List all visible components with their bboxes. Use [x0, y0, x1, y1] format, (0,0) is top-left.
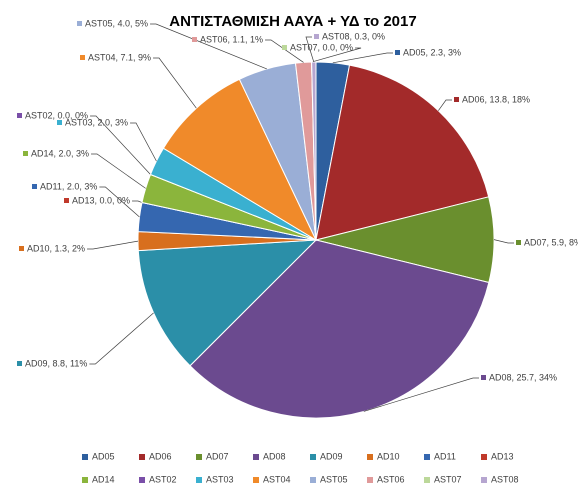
data-label: AD10, 1.3, 2% [27, 243, 85, 253]
legend-label: AST08 [491, 474, 519, 484]
label-marker [64, 198, 69, 203]
leader-line [153, 57, 197, 109]
label-marker [395, 50, 400, 55]
legend-swatch [139, 454, 145, 460]
legend-label: AD07 [206, 451, 229, 461]
leader-line [90, 115, 151, 175]
pie-slice [189, 239, 490, 419]
pie-slice [315, 64, 490, 241]
legend-label: AD05 [92, 451, 115, 461]
leader-line [91, 153, 146, 189]
label-marker [32, 184, 37, 189]
legend-swatch [481, 454, 487, 460]
leader-line [132, 200, 143, 203]
leader-line [493, 239, 514, 244]
legend-swatch [139, 477, 145, 483]
chart-title: ΑΝΤΙΣΤΑΘΜΙΣΗ ΑΑΥΑ + ΥΔ το 2017 [169, 13, 416, 30]
legend-label: AD14 [92, 474, 115, 484]
label-marker [19, 246, 24, 251]
legend-label: AST03 [206, 474, 234, 484]
legend-swatch [82, 454, 88, 460]
legend-label: AD06 [149, 451, 172, 461]
legend-swatch [253, 477, 259, 483]
legend-swatch [367, 477, 373, 483]
data-label: AST04, 7.1, 9% [88, 52, 151, 62]
leader-line [305, 36, 315, 63]
leader-line [363, 377, 479, 412]
legend-swatch [253, 454, 259, 460]
legend-swatch [310, 454, 316, 460]
label-marker [57, 120, 62, 125]
legend-swatch [310, 477, 316, 483]
legend-swatch [196, 454, 202, 460]
legend-label: AST07 [434, 474, 462, 484]
legend-label: AST02 [149, 474, 177, 484]
legend-label: AD11 [434, 451, 456, 461]
label-marker [454, 97, 459, 102]
leader-line [332, 52, 393, 64]
data-label: AD14, 2.0, 3% [31, 148, 89, 158]
data-label: AST06, 1.1, 1% [200, 34, 263, 44]
data-label: AD09, 8.8, 11% [25, 358, 87, 368]
legend-swatch [424, 454, 430, 460]
data-label: AD05, 2.3, 3% [403, 47, 461, 57]
data-label: AST05, 4.0, 5% [85, 18, 148, 28]
data-label: AST08, 0.3, 0% [322, 31, 385, 41]
data-label: AST02, 0.0, 0% [25, 110, 88, 120]
data-label: AD07, 5.9, 8% [524, 237, 578, 247]
legend-label: AD13 [491, 451, 514, 461]
legend-swatch [196, 477, 202, 483]
label-marker [17, 113, 22, 118]
legend-label: AD08 [263, 451, 286, 461]
data-label: AST07, 0.0, 0% [290, 42, 353, 52]
data-label: AD13, 0.0, 0% [72, 195, 130, 205]
leader-line [150, 23, 267, 70]
legend-label: AST04 [263, 474, 291, 484]
leader-line [89, 312, 154, 365]
leader-line [438, 99, 452, 111]
legend-label: AD10 [377, 451, 400, 461]
legend-swatch [424, 477, 430, 483]
label-marker [192, 37, 197, 42]
leader-line [265, 39, 304, 63]
data-label: AD06, 13.8, 18% [462, 94, 530, 104]
legend-label: AD09 [320, 451, 343, 461]
data-label: AD11, 2.0, 3% [40, 181, 97, 191]
pie-slice [162, 78, 318, 242]
leader-line [311, 47, 362, 63]
label-marker [23, 151, 28, 156]
legend-swatch [481, 477, 487, 483]
legend-label: AST05 [320, 474, 348, 484]
label-marker [481, 375, 486, 380]
leader-line [99, 186, 140, 218]
label-marker [282, 45, 287, 50]
label-marker [77, 21, 82, 26]
label-marker [314, 34, 319, 39]
label-marker [516, 240, 521, 245]
leader-line [87, 240, 139, 250]
legend-swatch [367, 454, 373, 460]
label-marker [17, 361, 22, 366]
data-label: AST03, 2.0, 3% [65, 117, 128, 127]
data-label: AD08, 25.7, 34% [489, 372, 557, 382]
leader-line [130, 122, 157, 162]
legend-label: AST06 [377, 474, 405, 484]
legend-swatch [82, 477, 88, 483]
label-marker [80, 55, 85, 60]
